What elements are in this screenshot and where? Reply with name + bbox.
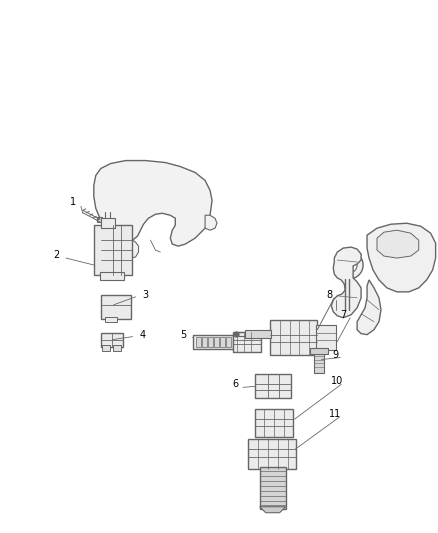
Bar	[101, 218, 115, 228]
Text: 8: 8	[326, 290, 332, 300]
Bar	[208, 337, 213, 346]
Bar	[248, 439, 296, 469]
Bar	[260, 467, 286, 508]
Bar	[105, 317, 117, 322]
Text: 9: 9	[332, 350, 338, 360]
Bar	[245, 330, 271, 337]
Bar	[316, 325, 336, 350]
Bar	[311, 348, 328, 353]
Bar	[113, 345, 120, 351]
Polygon shape	[205, 215, 217, 230]
Bar	[193, 335, 233, 349]
Text: 5: 5	[180, 329, 186, 340]
Text: 7: 7	[340, 310, 346, 320]
Bar	[101, 333, 123, 346]
Bar	[214, 337, 219, 346]
Bar	[100, 272, 124, 280]
Text: 2: 2	[53, 250, 59, 260]
Circle shape	[341, 257, 357, 273]
Text: 11: 11	[329, 409, 341, 419]
Polygon shape	[331, 247, 361, 318]
Bar	[270, 320, 318, 354]
Text: 1: 1	[70, 197, 76, 207]
Bar	[226, 337, 231, 346]
Bar	[233, 332, 261, 352]
Bar	[255, 375, 290, 398]
Bar	[102, 345, 110, 351]
Bar	[255, 409, 293, 437]
Text: 6: 6	[233, 379, 239, 390]
Bar	[196, 337, 201, 346]
Polygon shape	[377, 230, 419, 258]
Bar	[202, 337, 207, 346]
Bar	[220, 337, 225, 346]
Text: 10: 10	[331, 376, 343, 386]
Bar	[94, 225, 131, 275]
Bar	[101, 295, 131, 319]
Polygon shape	[357, 280, 381, 335]
Polygon shape	[126, 240, 138, 258]
Bar	[314, 352, 324, 374]
Polygon shape	[260, 507, 286, 513]
Polygon shape	[94, 160, 212, 246]
Polygon shape	[367, 223, 436, 292]
Bar	[97, 217, 102, 222]
Text: 3: 3	[142, 290, 148, 300]
Text: 4: 4	[139, 329, 145, 340]
Circle shape	[335, 251, 363, 279]
